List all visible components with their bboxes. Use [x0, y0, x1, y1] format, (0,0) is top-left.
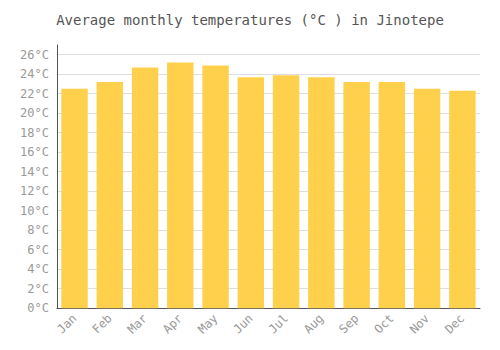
svg-text:Apr: Apr	[160, 311, 185, 336]
svg-text:0°C: 0°C	[27, 301, 49, 315]
svg-text:Aug: Aug	[301, 311, 326, 336]
svg-text:Nov: Nov	[407, 311, 432, 336]
svg-text:Mar: Mar	[125, 311, 150, 336]
svg-text:Oct: Oct	[372, 311, 397, 336]
svg-text:4°C: 4°C	[27, 262, 49, 276]
svg-text:Jan: Jan	[54, 311, 79, 336]
svg-text:18°C: 18°C	[20, 126, 49, 140]
svg-text:Feb: Feb	[90, 311, 115, 336]
svg-text:May: May	[195, 311, 220, 336]
svg-text:Dec: Dec	[442, 311, 467, 336]
svg-text:22°C: 22°C	[20, 87, 49, 101]
svg-text:16°C: 16°C	[20, 145, 49, 159]
svg-text:12°C: 12°C	[20, 184, 49, 198]
svg-text:Jul: Jul	[266, 311, 291, 336]
svg-text:8°C: 8°C	[27, 223, 49, 237]
svg-text:24°C: 24°C	[20, 67, 49, 81]
svg-text:Jun: Jun	[231, 311, 256, 336]
svg-text:2°C: 2°C	[27, 282, 49, 296]
svg-text:Sep: Sep	[336, 311, 361, 336]
svg-text:10°C: 10°C	[20, 204, 49, 218]
svg-text:14°C: 14°C	[20, 165, 49, 179]
svg-text:20°C: 20°C	[20, 106, 49, 120]
svg-text:Average monthly temperatures (: Average monthly temperatures (°C ) in Ji…	[56, 12, 444, 28]
svg-text:26°C: 26°C	[20, 48, 49, 62]
svg-text:6°C: 6°C	[27, 243, 49, 257]
